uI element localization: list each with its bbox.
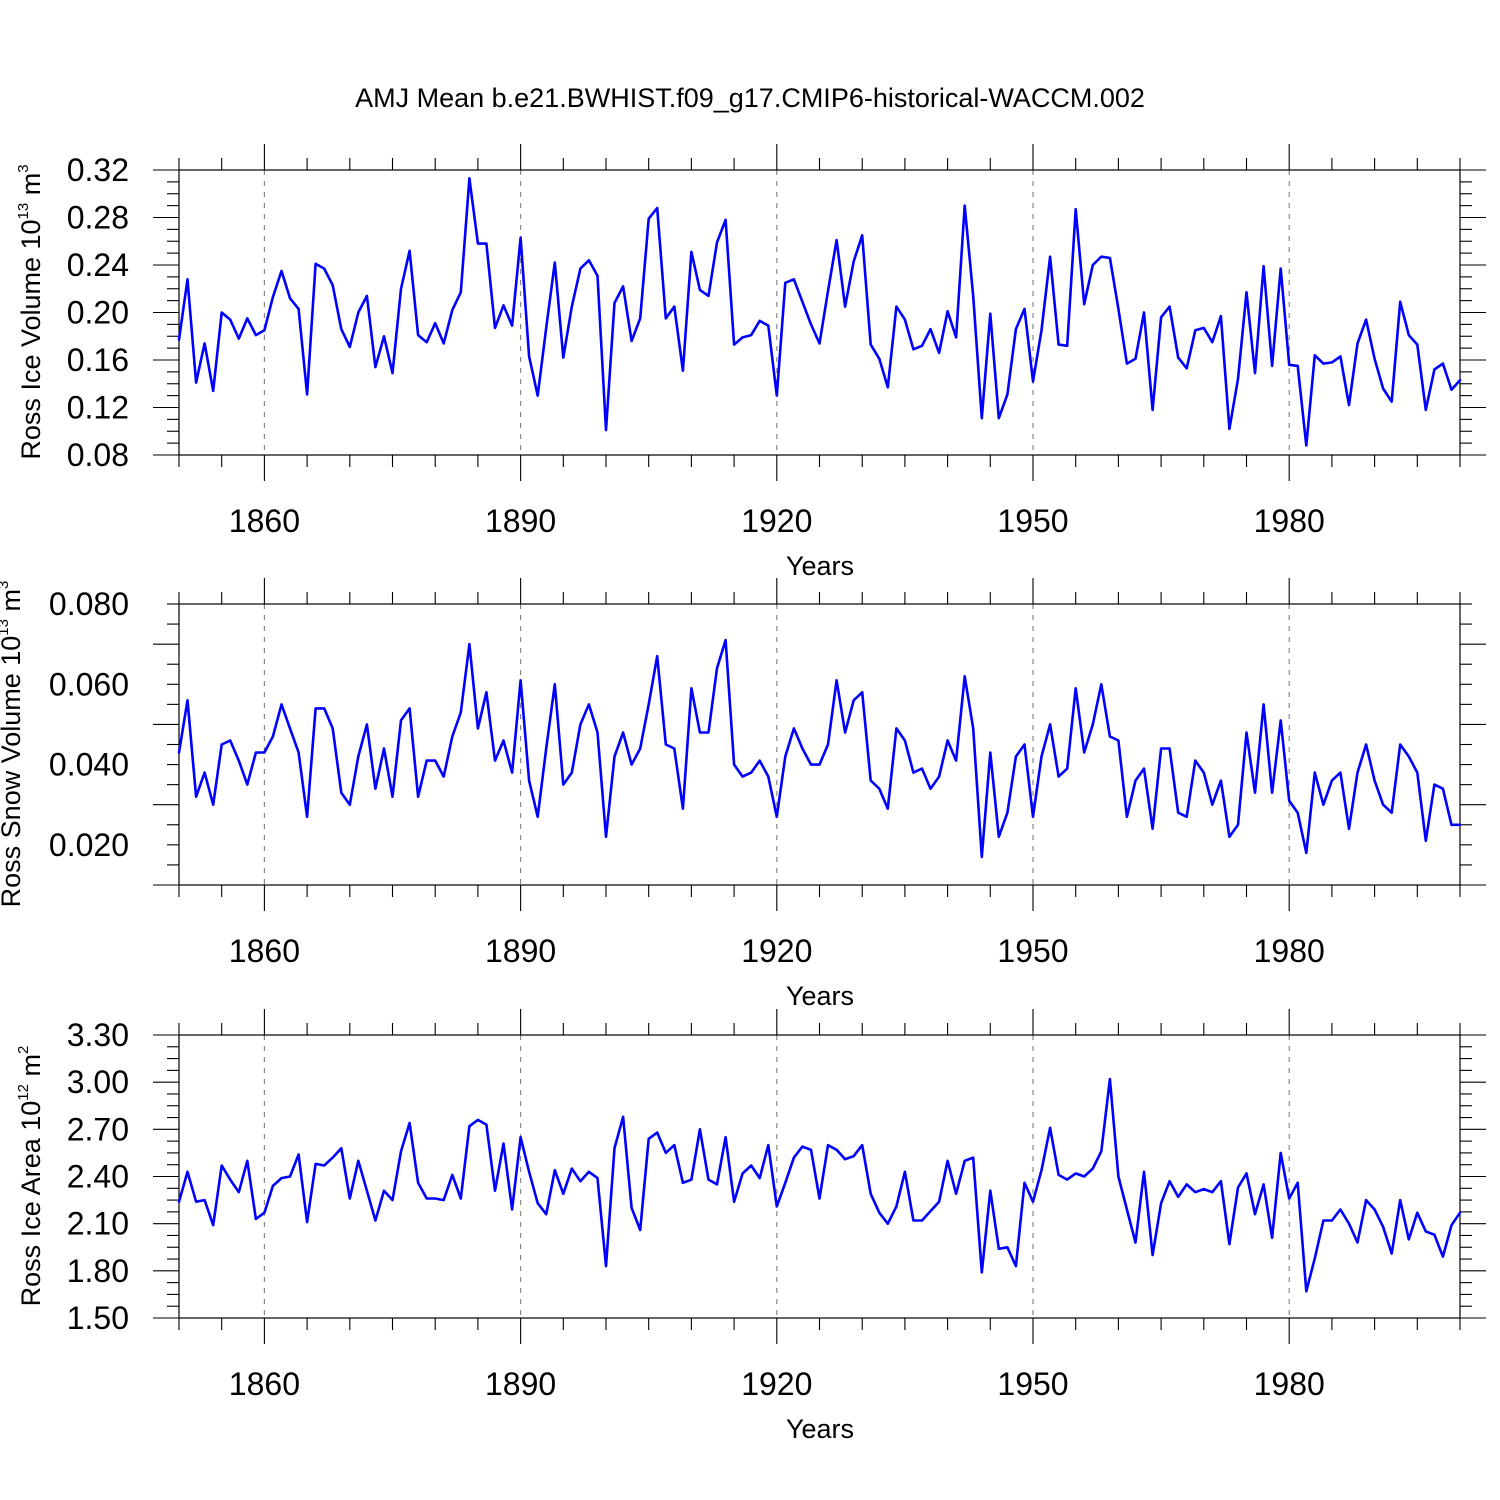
y-axis-label-exponent: 13 <box>15 203 32 220</box>
y-tick-label: 2.10 <box>67 1206 129 1242</box>
y-axis-label-unit-exponent: 3 <box>0 581 12 589</box>
panel-ross-ice-area: 1860 1890 1920 1950 1980 Years 1.50 1.80 2.10 2.4… <box>15 1009 1486 1444</box>
x-tick-label: 1980 <box>1254 503 1325 539</box>
x-tick-label: 1980 <box>1254 933 1325 969</box>
y-tick-label: 0.32 <box>67 152 129 188</box>
y-axis-label-exponent: 13 <box>0 619 12 636</box>
y-axis-label-unit: m <box>16 173 46 203</box>
y-tick-label: 0.28 <box>67 200 129 236</box>
y-tick-label: 0.040 <box>49 747 129 783</box>
y-axis-label-base: Ross Ice Area 10 <box>16 1101 46 1307</box>
x-tick-label: 1980 <box>1254 1366 1325 1402</box>
y-axis-label: Ross Ice Area 1012 m2 <box>15 1046 46 1307</box>
x-axis-label: Years <box>786 551 854 581</box>
y-tick-label: 1.80 <box>67 1253 129 1289</box>
y-tick-label: 1.50 <box>67 1300 129 1336</box>
y-tick-label: 0.24 <box>67 247 129 283</box>
x-tick-label: 1860 <box>229 1366 300 1402</box>
y-tick-label: 2.40 <box>67 1159 129 1195</box>
y-axis-label-unit-exponent: 2 <box>15 1046 32 1054</box>
x-tick-label: 1890 <box>485 1366 556 1402</box>
y-axis-label-exponent: 12 <box>15 1084 32 1101</box>
y-tick-label: 0.16 <box>67 342 129 378</box>
series-line <box>177 638 1462 859</box>
y-tick-label: 2.70 <box>67 1111 129 1147</box>
x-tick-label: 1860 <box>229 503 300 539</box>
x-axis-label: Years <box>786 981 854 1011</box>
y-tick-label: 0.12 <box>67 390 129 426</box>
panel-ross-snow-volume: 1860 1890 1920 1950 1980 Years 0.020 0.040 0.060… <box>0 578 1486 1011</box>
x-axis-label: Years <box>786 1414 854 1444</box>
x-tick-label: 1920 <box>741 1366 812 1402</box>
x-tick-label: 1950 <box>997 1366 1068 1402</box>
y-tick-label: 0.020 <box>49 827 129 863</box>
y-tick-label: 0.080 <box>49 586 129 622</box>
y-axis-label-unit: m <box>16 1054 46 1084</box>
y-tick-label: 3.30 <box>67 1017 129 1053</box>
y-tick-label: 3.00 <box>67 1064 129 1100</box>
y-tick-label: 0.060 <box>49 666 129 702</box>
y-axis-label: Ross Snow Volume 1013 m3 <box>0 581 26 908</box>
y-axis-label-base: Ross Snow Volume 10 <box>0 636 26 908</box>
x-tick-label: 1890 <box>485 503 556 539</box>
x-tick-label: 1950 <box>997 933 1068 969</box>
y-axis-label-unit: m <box>0 589 26 619</box>
panel-ross-ice-volume: 1860 1890 1920 1950 1980 Years 0.08 0.12 0.16 0.2… <box>15 144 1486 581</box>
x-tick-label: 1950 <box>997 503 1068 539</box>
y-axis-label: Ross Ice Volume 1013 m3 <box>15 164 46 459</box>
x-tick-label: 1860 <box>229 933 300 969</box>
plot-frame <box>178 1034 1461 1319</box>
y-tick-label: 0.08 <box>67 437 129 473</box>
series-line <box>177 1077 1462 1293</box>
series-line <box>177 177 1462 447</box>
x-tick-label: 1920 <box>741 933 812 969</box>
y-axis-label-base: Ross Ice Volume 10 <box>16 219 46 459</box>
y-tick-label: 0.20 <box>67 295 129 331</box>
x-tick-label: 1920 <box>741 503 812 539</box>
y-axis-label-unit-exponent: 3 <box>15 164 32 172</box>
x-tick-label: 1890 <box>485 933 556 969</box>
figure-title: AMJ Mean b.e21.BWHIST.f09_g17.CMIP6-hist… <box>355 83 1145 113</box>
